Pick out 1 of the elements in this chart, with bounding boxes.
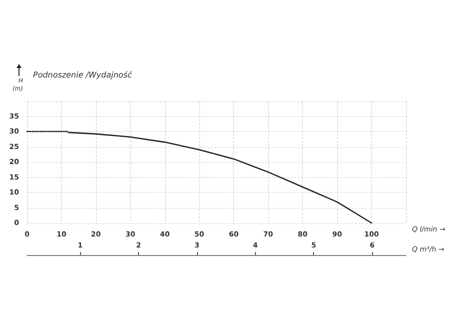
chart-title: Podnoszenie /Wydajność <box>33 70 132 80</box>
